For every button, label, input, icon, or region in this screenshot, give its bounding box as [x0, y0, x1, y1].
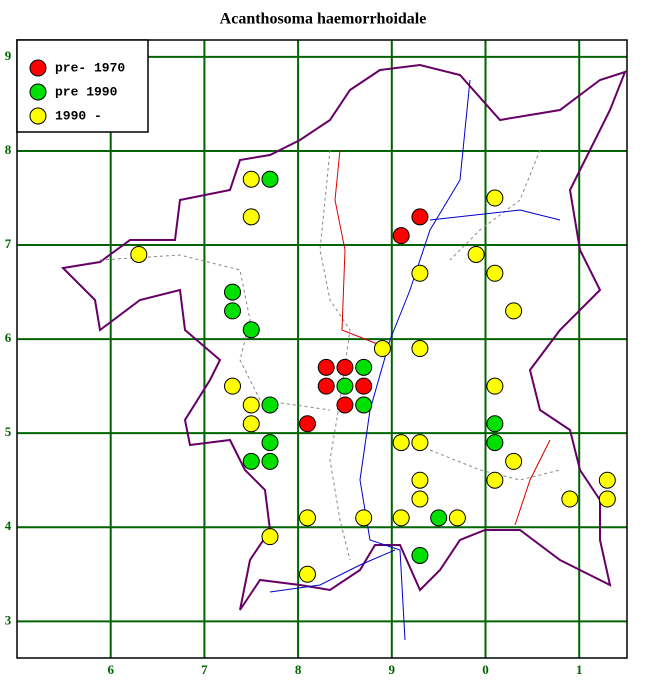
- record-dot: [224, 302, 242, 320]
- record-dot: [261, 170, 279, 188]
- x-tick-label: 9: [389, 662, 396, 677]
- river: [269, 79, 561, 641]
- x-tick-label: 7: [201, 662, 208, 677]
- record-dot: [411, 546, 429, 564]
- record-dot: [411, 434, 429, 452]
- record-dot: [486, 471, 504, 489]
- record-dot: [242, 415, 260, 433]
- legend-swatch: [29, 107, 47, 125]
- record-dot: [561, 490, 579, 508]
- y-tick-label: 6: [5, 330, 12, 345]
- x-tick-label: 0: [482, 662, 489, 677]
- record-dot: [317, 377, 335, 395]
- legend-swatch: [29, 59, 47, 77]
- record-dot: [505, 452, 523, 470]
- legend-label: 1990 -: [55, 108, 102, 123]
- x-tick-label: 6: [107, 662, 114, 677]
- grid: [17, 40, 627, 658]
- record-dot: [242, 208, 260, 226]
- record-dot: [130, 245, 148, 263]
- y-tick-label: 7: [5, 236, 12, 251]
- record-dot: [486, 264, 504, 282]
- record-dot: [486, 434, 504, 452]
- record-dot: [224, 377, 242, 395]
- y-tick-label: 4: [5, 518, 12, 533]
- record-dot: [242, 321, 260, 339]
- record-dot: [598, 490, 616, 508]
- record-dot: [486, 415, 504, 433]
- record-dot: [298, 415, 316, 433]
- record-dot: [242, 396, 260, 414]
- record-dot: [411, 264, 429, 282]
- legend: pre- 1970 pre 1990 1990 -: [16, 39, 149, 133]
- record-dot: [411, 340, 429, 358]
- plot-frame: [16, 39, 628, 659]
- record-dot: [336, 396, 354, 414]
- record-dot: [598, 471, 616, 489]
- record-dot: [261, 396, 279, 414]
- legend-label: pre 1990: [55, 84, 118, 99]
- record-dot: [411, 490, 429, 508]
- legend-label: pre- 1970: [55, 60, 125, 75]
- record-dot: [392, 434, 410, 452]
- x-tick-label: 1: [576, 662, 583, 677]
- record-dot: [355, 509, 373, 527]
- record-dot: [336, 377, 354, 395]
- y-tick-label: 5: [5, 424, 12, 439]
- record-dot: [486, 189, 504, 207]
- record-dot: [317, 358, 335, 376]
- record-dot: [411, 471, 429, 489]
- y-tick-label: 8: [5, 142, 12, 157]
- record-dot: [261, 434, 279, 452]
- y-tick-label: 9: [5, 48, 12, 63]
- record-dot: [448, 509, 466, 527]
- record-dot: [505, 302, 523, 320]
- record-dot: [392, 509, 410, 527]
- river: [334, 149, 551, 526]
- record-dot: [411, 208, 429, 226]
- record-dot: [467, 245, 485, 263]
- record-dot: [298, 509, 316, 527]
- y-tick-label: 3: [5, 612, 12, 627]
- record-dot: [242, 170, 260, 188]
- legend-swatch: [29, 83, 47, 101]
- record-dot: [392, 227, 410, 245]
- record-dot: [430, 509, 448, 527]
- x-tick-label: 8: [295, 662, 302, 677]
- points: [130, 170, 616, 583]
- record-dot: [261, 452, 279, 470]
- record-dot: [261, 528, 279, 546]
- record-dot: [486, 377, 504, 395]
- record-dot: [242, 452, 260, 470]
- record-dot: [355, 377, 373, 395]
- record-dot: [298, 565, 316, 583]
- record-dot: [373, 340, 391, 358]
- record-dot: [336, 358, 354, 376]
- map-title: Acanthosoma haemorrhoidale: [220, 11, 427, 28]
- record-dot: [224, 283, 242, 301]
- record-dot: [355, 358, 373, 376]
- record-dot: [355, 396, 373, 414]
- county-boundary: [60, 63, 627, 611]
